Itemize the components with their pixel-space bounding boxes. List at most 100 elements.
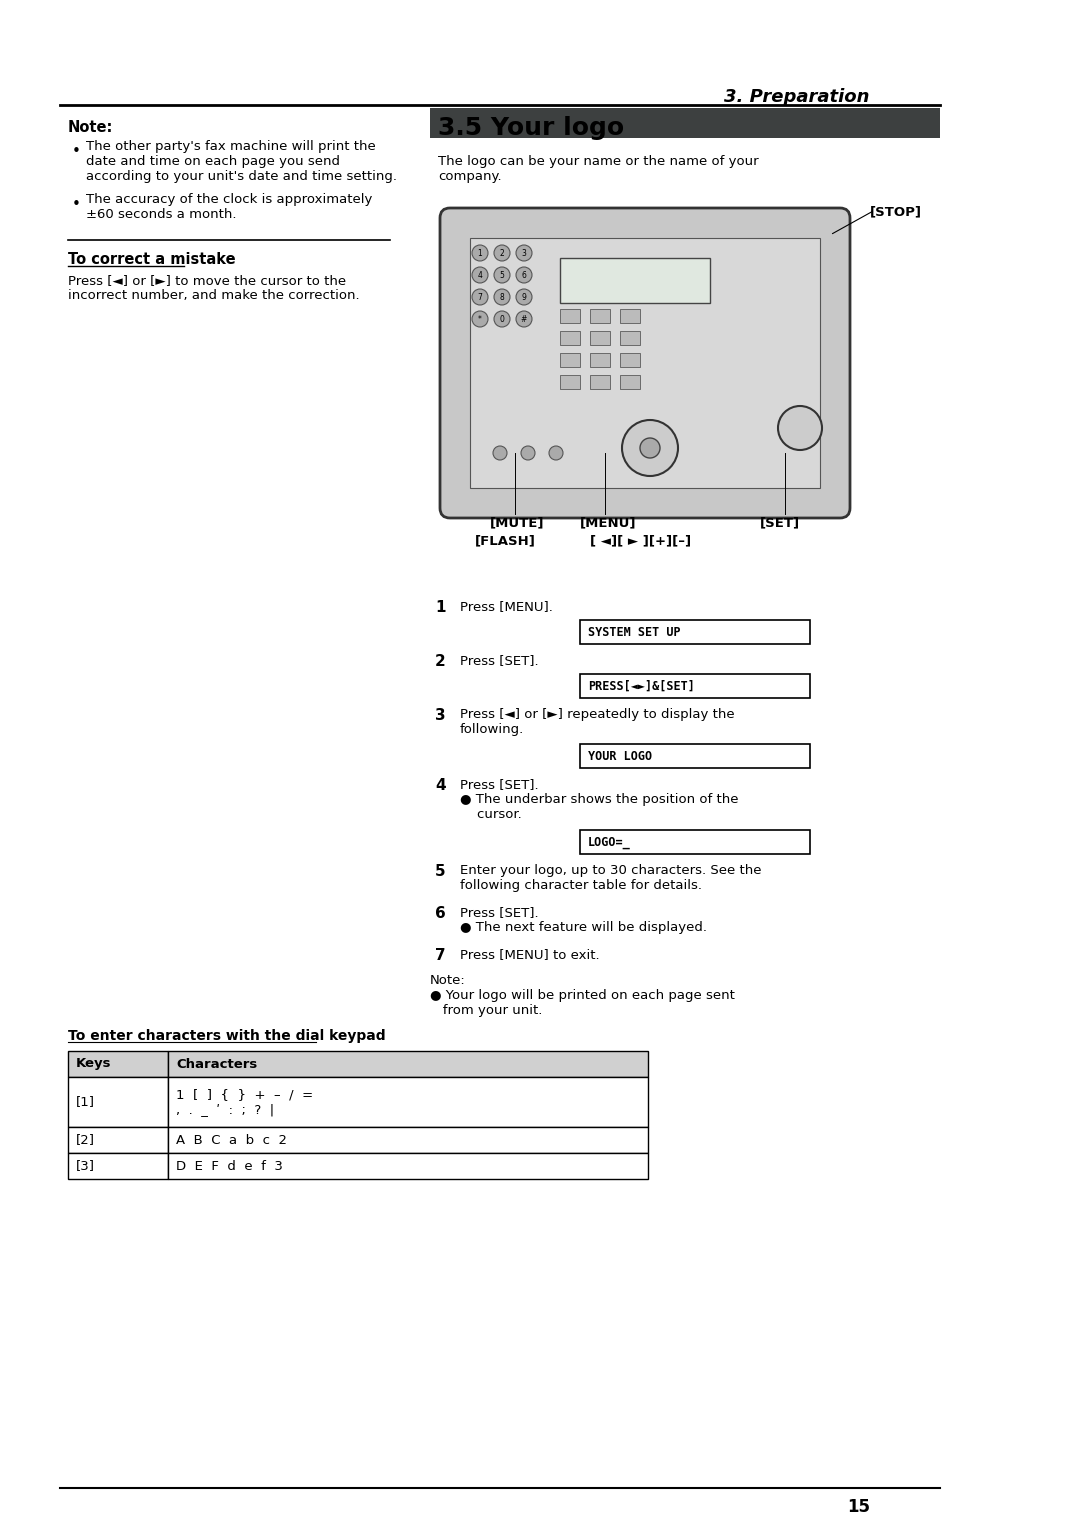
Circle shape [516, 289, 532, 306]
Text: The logo can be your name or the name of your
company.: The logo can be your name or the name of… [438, 154, 758, 183]
Bar [590, 332, 610, 345]
Text: 0: 0 [500, 315, 504, 324]
Text: 1: 1 [435, 601, 446, 614]
Text: 3.5 Your logo: 3.5 Your logo [438, 116, 624, 141]
Text: D  E  F  d  e  f  3: D E F d e f 3 [176, 1160, 283, 1172]
Text: [ ◄][ ► ][+][–]: [ ◄][ ► ][+][–] [590, 533, 691, 547]
Text: 7: 7 [477, 292, 483, 301]
Text: Press [SET].: Press [SET]. [460, 654, 539, 668]
Text: [STOP]: [STOP] [870, 205, 922, 219]
Bar [590, 374, 610, 390]
Circle shape [472, 312, 488, 327]
Text: *: * [478, 315, 482, 324]
Text: [MUTE]: [MUTE] [490, 516, 544, 529]
Text: 2: 2 [435, 654, 446, 669]
Bar [68, 1077, 168, 1128]
Bar [580, 674, 810, 698]
Text: 8: 8 [500, 292, 504, 301]
Bar [620, 309, 640, 322]
Circle shape [640, 439, 660, 458]
Text: 6: 6 [435, 906, 446, 921]
Circle shape [494, 289, 510, 306]
Bar [561, 309, 580, 322]
Text: Press [◄] or [►] to move the cursor to the
incorrect number, and make the correc: Press [◄] or [►] to move the cursor to t… [68, 274, 360, 303]
Text: 3: 3 [522, 249, 526, 258]
Text: 3: 3 [435, 707, 446, 723]
Bar [68, 1051, 168, 1077]
Text: A  B  C  a  b  c  2: A B C a b c 2 [176, 1134, 287, 1146]
Bar [620, 353, 640, 367]
Text: 2: 2 [500, 249, 504, 258]
Bar [580, 620, 810, 643]
Text: 9: 9 [522, 292, 526, 301]
Circle shape [494, 244, 510, 261]
Text: Characters: Characters [176, 1057, 257, 1071]
Circle shape [472, 289, 488, 306]
Text: SYSTEM SET UP: SYSTEM SET UP [588, 625, 680, 639]
FancyBboxPatch shape [440, 208, 850, 518]
Text: Enter your logo, up to 30 characters. See the
following character table for deta: Enter your logo, up to 30 characters. Se… [460, 863, 761, 892]
Circle shape [516, 244, 532, 261]
Text: 3. Preparation: 3. Preparation [725, 89, 870, 105]
Circle shape [549, 446, 563, 460]
Text: Press [MENU] to exit.: Press [MENU] to exit. [460, 947, 599, 961]
Text: 4: 4 [435, 778, 446, 793]
Bar [561, 374, 580, 390]
Bar [430, 108, 940, 138]
Text: 15: 15 [847, 1497, 870, 1516]
Bar [168, 1077, 648, 1128]
Bar [168, 1051, 648, 1077]
Text: Keys: Keys [76, 1057, 111, 1071]
Bar [168, 1154, 648, 1180]
Circle shape [494, 267, 510, 283]
Circle shape [492, 446, 507, 460]
Text: 5: 5 [435, 863, 446, 879]
Text: 7: 7 [435, 947, 446, 963]
Bar [561, 353, 580, 367]
Text: Press [SET].
● The underbar shows the position of the
    cursor.: Press [SET]. ● The underbar shows the po… [460, 778, 739, 821]
Bar [620, 374, 640, 390]
Bar [561, 258, 710, 303]
Text: [MENU]: [MENU] [580, 516, 636, 529]
Bar [168, 1128, 648, 1154]
Bar [580, 830, 810, 854]
Text: #: # [521, 315, 527, 324]
Text: Press [◄] or [►] repeatedly to display the
following.: Press [◄] or [►] repeatedly to display t… [460, 707, 734, 736]
Circle shape [516, 312, 532, 327]
Circle shape [622, 420, 678, 477]
Text: 4: 4 [477, 270, 483, 280]
Text: The accuracy of the clock is approximately
±60 seconds a month.: The accuracy of the clock is approximate… [86, 193, 373, 222]
Text: •: • [72, 197, 81, 212]
Circle shape [516, 267, 532, 283]
Text: 6: 6 [522, 270, 526, 280]
Text: LOGO=_: LOGO=_ [588, 836, 631, 848]
Text: Press [SET].
● The next feature will be displayed.: Press [SET]. ● The next feature will be … [460, 906, 707, 934]
Text: Note:: Note: [68, 121, 113, 134]
Text: [SET]: [SET] [760, 516, 800, 529]
Text: [2]: [2] [76, 1134, 95, 1146]
Text: To correct a mistake: To correct a mistake [68, 252, 235, 267]
Bar [561, 332, 580, 345]
Text: •: • [72, 144, 81, 159]
Text: 5: 5 [500, 270, 504, 280]
Circle shape [521, 446, 535, 460]
Circle shape [472, 267, 488, 283]
Text: YOUR LOGO: YOUR LOGO [588, 750, 652, 762]
Text: PRESS[◄►]&[SET]: PRESS[◄►]&[SET] [588, 680, 694, 692]
Bar [470, 238, 820, 487]
Text: Press [MENU].: Press [MENU]. [460, 601, 553, 613]
Circle shape [494, 312, 510, 327]
Text: The other party's fax machine will print the
date and time on each page you send: The other party's fax machine will print… [86, 141, 397, 183]
Bar [580, 744, 810, 769]
Circle shape [472, 244, 488, 261]
Text: 1  [  ]  {  }  +  –  /  =
,  .  _  ʹ  :  ;  ?  |: 1 [ ] { } + – / = , . _ ʹ : ; ? | [176, 1088, 313, 1115]
Text: 1: 1 [477, 249, 483, 258]
Bar [68, 1154, 168, 1180]
Text: To enter characters with the dial keypad: To enter characters with the dial keypad [68, 1028, 386, 1044]
Circle shape [778, 406, 822, 451]
Bar [590, 353, 610, 367]
Text: [FLASH]: [FLASH] [475, 533, 536, 547]
Bar [590, 309, 610, 322]
Text: [3]: [3] [76, 1160, 95, 1172]
Text: Note:
● Your logo will be printed on each page sent
   from your unit.: Note: ● Your logo will be printed on eac… [430, 973, 734, 1018]
